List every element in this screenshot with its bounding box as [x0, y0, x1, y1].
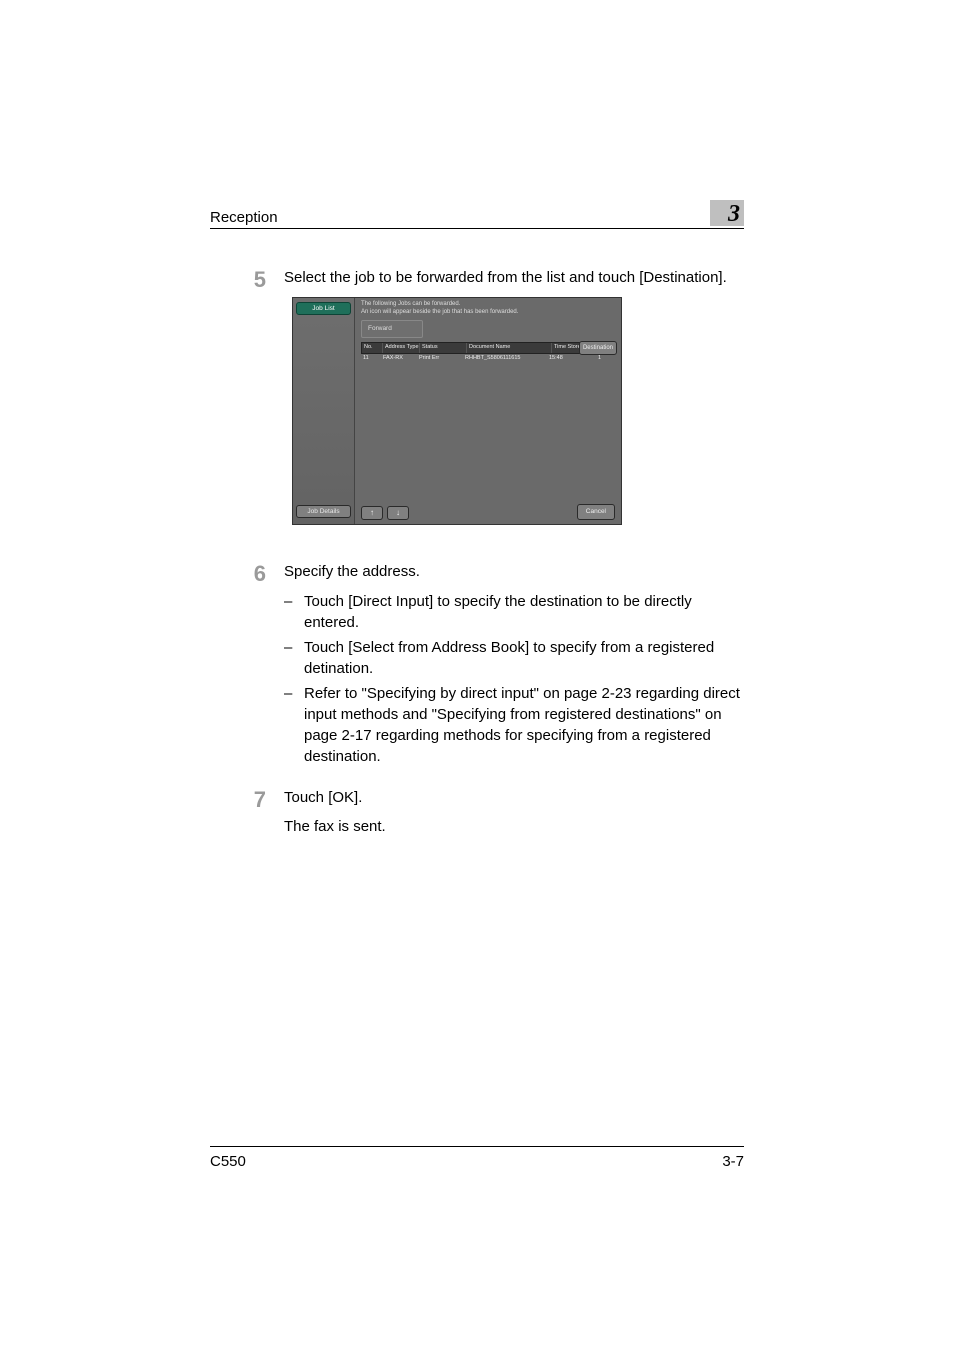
forward-tab[interactable]: Forward — [361, 320, 423, 337]
cell-time: 15:48 — [547, 354, 581, 364]
page-header: Reception 3 — [210, 200, 744, 229]
step-number: 5 — [210, 267, 284, 551]
job-table: No. Address Type Status Document Name Ti… — [361, 342, 615, 502]
step-7-text: Touch [OK]. — [284, 787, 744, 809]
job-list-button[interactable]: Job List — [296, 302, 351, 315]
step-7-after: The fax is sent. — [284, 816, 744, 838]
step-6-text: Specify the address. — [284, 561, 744, 583]
screenshot-main: The following Jobs can be forwarded. An … — [355, 298, 621, 524]
footer-model: C550 — [210, 1153, 246, 1170]
table-header-row: No. Address Type Status Document Name Ti… — [361, 342, 615, 354]
screenshot-bottom-bar: ↑ ↓ Cancel — [355, 502, 621, 524]
bullet-3: Refer to "Specifying by direct input" on… — [284, 683, 744, 767]
col-status: Status — [420, 343, 467, 353]
screenshot-info: The following Jobs can be forwarded. An … — [355, 298, 621, 319]
step-5: 5 Select the job to be forwarded from th… — [210, 267, 744, 551]
table-row[interactable]: 11 FAX-RX Print Err RHHBT_S5806111615 15… — [361, 354, 615, 364]
job-details-button[interactable]: Job Details — [296, 505, 351, 518]
info-line-2: An icon will appear beside the job that … — [361, 309, 615, 317]
device-screenshot: Job List Job Details The following Jobs … — [292, 297, 622, 525]
bullet-1: Touch [Direct Input] to specify the dest… — [284, 591, 744, 633]
footer-page: 3-7 — [722, 1153, 744, 1170]
cell-no: 11 — [361, 354, 381, 364]
cell-addr: FAX-RX — [381, 354, 417, 364]
page-footer: C550 3-7 — [210, 1146, 744, 1170]
step-number: 7 — [210, 787, 284, 847]
step-number: 6 — [210, 561, 284, 777]
screenshot-container: Job List Job Details The following Jobs … — [292, 297, 744, 525]
step-7: 7 Touch [OK]. The fax is sent. — [210, 787, 744, 847]
info-line-1: The following Jobs can be forwarded. — [361, 301, 615, 309]
cell-doc: RHHBT_S5806111615 — [463, 354, 547, 364]
cancel-button[interactable]: Cancel — [577, 504, 615, 519]
destination-button[interactable]: Destination — [579, 341, 617, 356]
step-6: 6 Specify the address. Touch [Direct Inp… — [210, 561, 744, 777]
cell-org: 1 — [581, 354, 603, 364]
col-addr: Address Type — [383, 343, 420, 353]
step-5-text: Select the job to be forwarded from the … — [284, 267, 744, 289]
cell-status: Print Err — [417, 354, 463, 364]
arrow-up-button[interactable]: ↑ — [361, 506, 383, 520]
col-no: No. — [362, 343, 383, 353]
col-doc: Document Name — [467, 343, 552, 353]
screenshot-sidebar: Job List Job Details — [293, 298, 355, 524]
chapter-badge: 3 — [710, 200, 744, 226]
bullet-2: Touch [Select from Address Book] to spec… — [284, 637, 744, 679]
section-title: Reception — [210, 209, 278, 226]
arrow-down-button[interactable]: ↓ — [387, 506, 409, 520]
content: 5 Select the job to be forwarded from th… — [210, 267, 744, 846]
chapter-number: 3 — [728, 202, 740, 226]
step-6-bullets: Touch [Direct Input] to specify the dest… — [284, 591, 744, 767]
